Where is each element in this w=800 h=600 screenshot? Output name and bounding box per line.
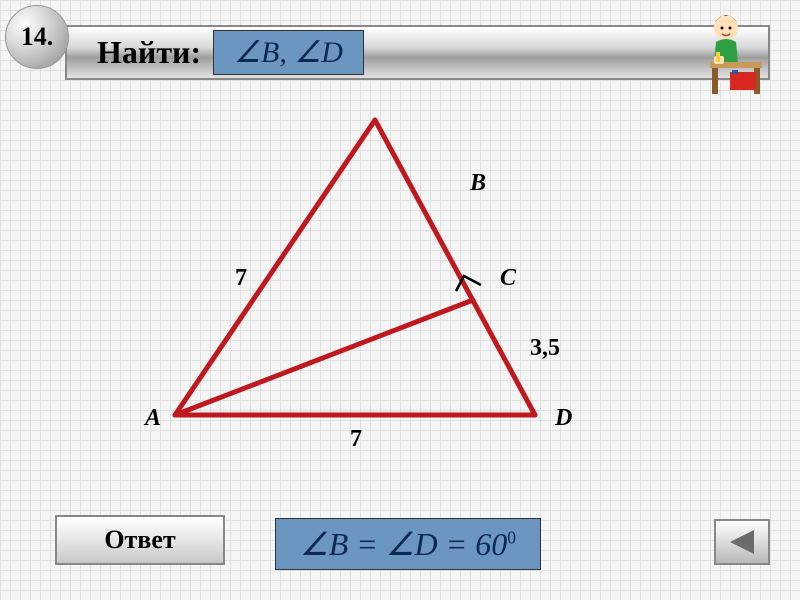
triangle-left-icon [726,528,758,556]
find-expression: ∠B, ∠D [213,30,364,75]
answer-expression: ∠B = ∠D = 600 [275,518,541,570]
problem-number-badge: 14. [5,5,69,69]
nav-back-button[interactable] [714,519,770,565]
edge-cd-label: 3,5 [530,335,560,362]
vertex-b-label: B [470,170,486,197]
vertex-a-label: A [145,405,161,432]
answer-degree-sup: 0 [507,527,516,547]
answer-button[interactable]: Ответ [55,515,225,565]
vertex-c-label: C [500,265,516,292]
student-at-desk-icon [650,0,770,100]
answer-lhs: ∠B = ∠D = 60 [300,526,507,562]
vertex-d-label: D [555,405,572,432]
answer-button-label: Ответ [104,525,175,555]
problem-number: 14. [21,22,54,52]
find-label: Найти: [97,34,201,71]
edge-ad-label: 7 [350,426,362,453]
triangle-diagram: B C A D 7 3,5 7 [120,110,660,460]
edge-ab-label: 7 [235,265,247,292]
